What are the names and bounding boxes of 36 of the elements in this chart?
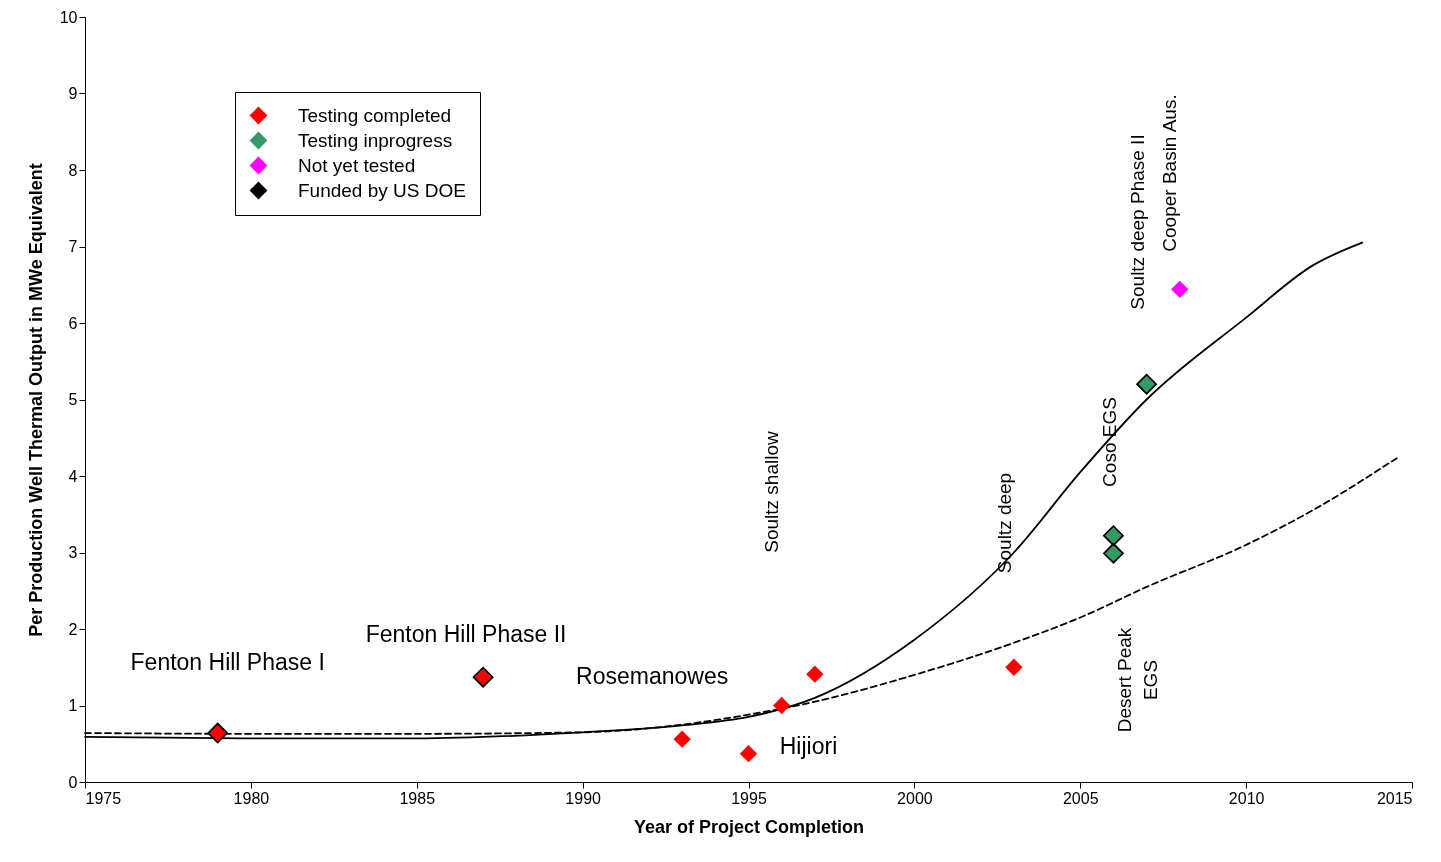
annotation: Fenton Hill Phase I — [130, 649, 325, 676]
x-tick-label: 2015 — [1376, 789, 1413, 807]
annotation: Soultz deep — [994, 472, 1015, 574]
x-tick-label: 2000 — [897, 789, 933, 807]
legend-label: Funded by US DOE — [298, 179, 466, 201]
y-tick-label: 9 — [68, 85, 78, 102]
x-axis-title: Year of Project Completion — [633, 816, 865, 837]
y-tick-label: 1 — [68, 697, 78, 714]
y-tick-label: 8 — [68, 161, 78, 179]
y-tick-label: 2 — [68, 620, 78, 638]
y-tick-label: 3 — [68, 544, 78, 561]
y-axis-title: Per Production Well Thermal Output in MWe Equivalent — [25, 163, 46, 637]
annotation: Cooper Basin Aus. — [1159, 94, 1180, 252]
annotation: Fenton Hill Phase II — [365, 621, 567, 648]
y-tick-label: 5 — [68, 391, 78, 408]
annotation: Soultz deep Phase II — [1127, 134, 1148, 310]
y-tick-label: 4 — [68, 467, 78, 485]
annotation: Desert Peak EGS — [1114, 627, 1161, 733]
x-tick-label: 1995 — [731, 789, 767, 807]
x-tick-label: 1975 — [85, 789, 122, 807]
legend-label: Testing inprogress — [298, 129, 453, 151]
annotation: Coso EGS — [1099, 397, 1120, 487]
y-tick-label: 0 — [68, 773, 78, 791]
y-tick-label: 10 — [59, 8, 78, 26]
x-tick-label: 2005 — [1062, 789, 1099, 807]
y-tick-label: 6 — [68, 314, 78, 332]
annotation: Rosemanowes — [576, 663, 729, 690]
x-tick-label: 1985 — [399, 789, 436, 807]
x-tick-label: 2010 — [1228, 789, 1265, 807]
legend-label: Not yet tested — [298, 154, 416, 176]
annotation: Hijiori — [779, 732, 838, 759]
x-tick-label: 1990 — [565, 789, 602, 807]
legend-label: Testing completed — [298, 104, 452, 126]
x-tick-label: 1980 — [233, 789, 270, 807]
y-tick-label: 7 — [68, 238, 78, 255]
annotation: Soultz shallow — [761, 431, 782, 553]
